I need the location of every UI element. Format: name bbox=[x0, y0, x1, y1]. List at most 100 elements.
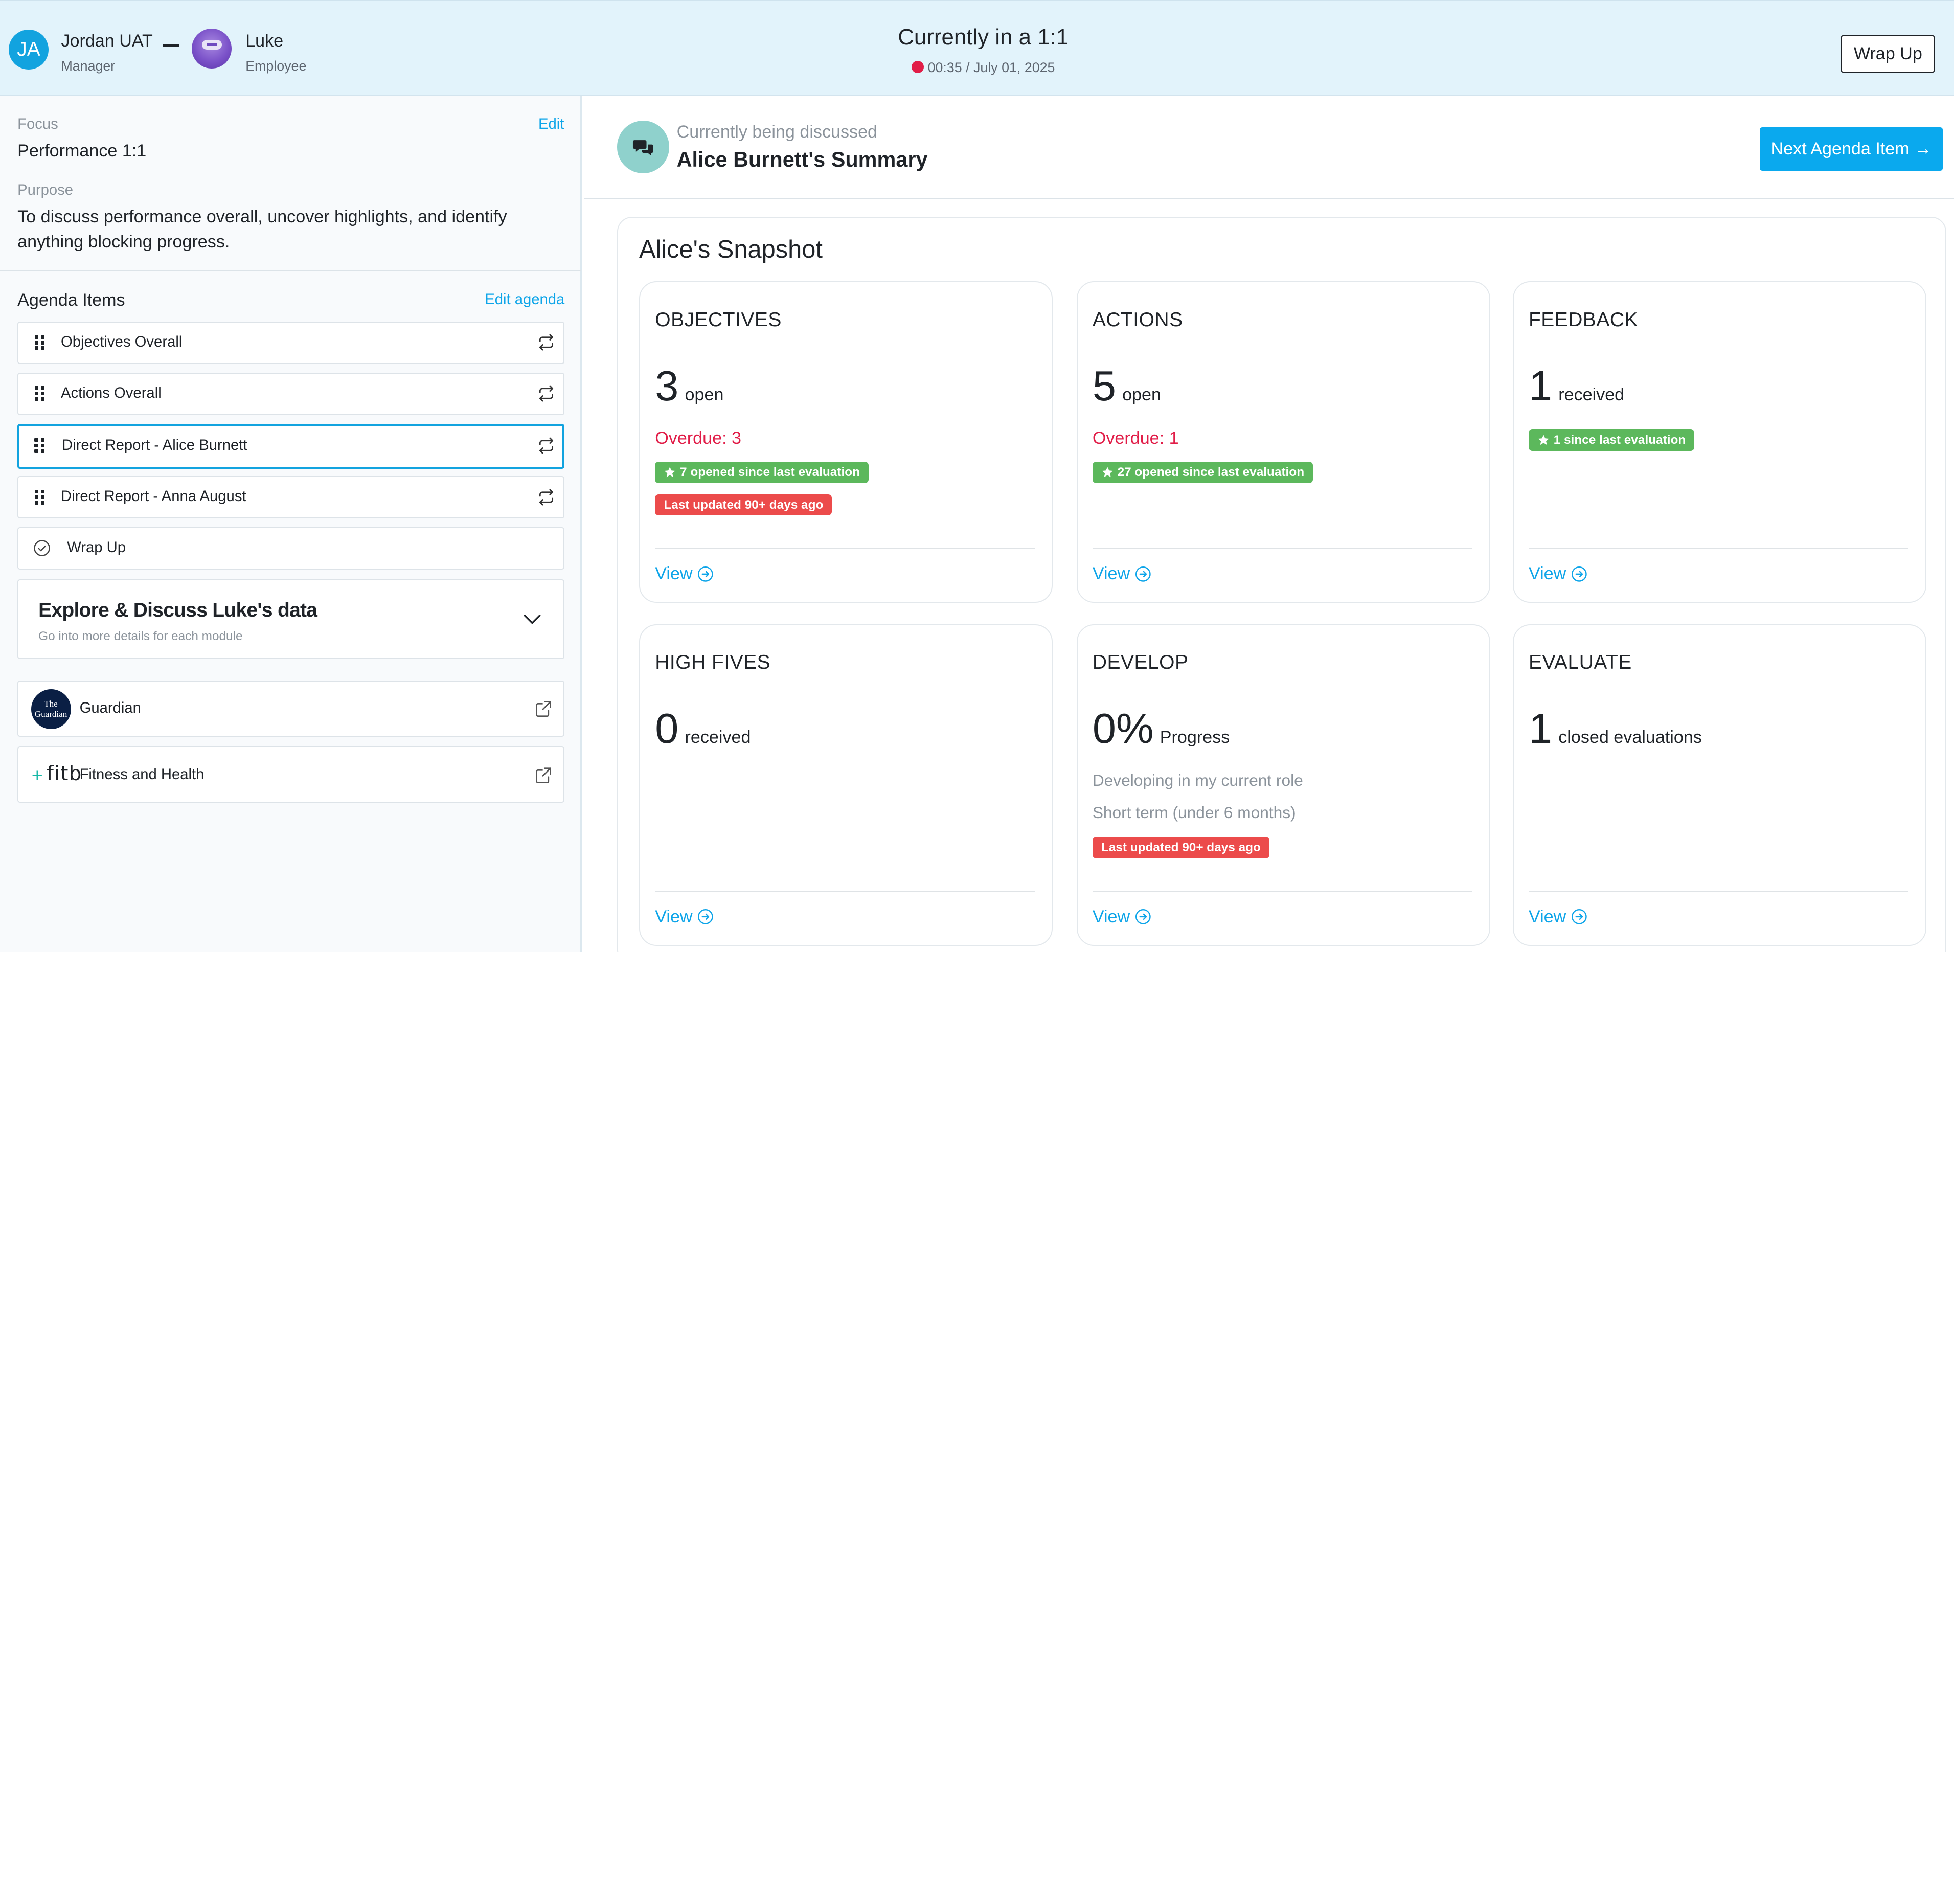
agenda-item-label: Direct Report - Alice Burnett bbox=[62, 437, 247, 454]
badge-text: Last updated 90+ days ago bbox=[1101, 840, 1261, 854]
overdue-text: Overdue: 3 bbox=[655, 428, 741, 448]
discussing-label: Currently being discussed bbox=[676, 122, 878, 142]
integration-fitness-health[interactable]: + fitb Fitness and Health bbox=[17, 746, 565, 803]
agenda-item-objectives-overall[interactable]: Objectives Overall bbox=[17, 321, 565, 364]
recording-dot-icon bbox=[911, 60, 924, 73]
discussion-header: Currently being discussed Alice Burnett'… bbox=[584, 96, 1954, 199]
card-divider bbox=[655, 890, 1035, 892]
drag-handle-icon[interactable] bbox=[34, 386, 46, 401]
objectives-count: 3 open bbox=[655, 361, 723, 420]
agenda-item-actions-overall[interactable]: Actions Overall bbox=[17, 372, 565, 415]
focus-value: Performance 1:1 bbox=[17, 141, 147, 161]
integration-label: Guardian bbox=[79, 700, 141, 717]
agenda-item-label: Objectives Overall bbox=[61, 333, 183, 350]
badge-text: 7 opened since last evaluation bbox=[680, 465, 860, 480]
agenda-item-direct-report-anna-august[interactable]: Direct Report - Anna August bbox=[17, 476, 565, 518]
integration-guardian[interactable]: The Guardian Guardian bbox=[17, 680, 565, 737]
purpose-label: Purpose bbox=[17, 182, 74, 198]
card-unit: open bbox=[685, 385, 724, 404]
focus-label: Focus bbox=[17, 116, 58, 132]
card-unit: closed evaluations bbox=[1558, 728, 1702, 747]
check-circle-icon bbox=[34, 540, 51, 556]
snapshot-title: Alice's Snapshot bbox=[639, 236, 823, 264]
card-unit: received bbox=[1558, 385, 1625, 404]
cycle-icon[interactable] bbox=[536, 487, 556, 507]
view-label: View bbox=[1528, 906, 1566, 926]
card-value: 3 bbox=[655, 362, 679, 410]
arrow-circle-right-icon bbox=[1135, 909, 1151, 924]
actions-count: 5 open bbox=[1093, 361, 1161, 420]
view-label: View bbox=[1092, 906, 1130, 926]
app-canvas: JA Jordan UAT Manager Luke Employee Curr… bbox=[0, 0, 1954, 953]
explore-title: Explore & Discuss Luke's data bbox=[38, 599, 317, 621]
arrow-circle-right-icon bbox=[698, 566, 714, 582]
edit-focus-link[interactable]: Edit bbox=[538, 116, 564, 132]
chevron-down-icon[interactable] bbox=[524, 613, 541, 625]
cycle-icon[interactable] bbox=[536, 332, 556, 352]
develop-progress: 0% Progress bbox=[1093, 704, 1230, 763]
card-divider bbox=[1092, 548, 1473, 550]
view-evaluate-link[interactable]: View bbox=[1529, 907, 1587, 927]
agenda-heading: Agenda Items bbox=[17, 290, 125, 310]
arrow-circle-right-icon bbox=[1135, 566, 1151, 582]
card-unit: Progress bbox=[1160, 728, 1230, 747]
high-fives-count: 0 received bbox=[655, 704, 751, 763]
view-label: View bbox=[655, 906, 693, 926]
high-fives-card: HIGH FIVES 0 received View bbox=[639, 624, 1053, 946]
discussing-title: Alice Burnett's Summary bbox=[676, 147, 928, 171]
view-develop-link[interactable]: View bbox=[1093, 907, 1151, 927]
card-title: OBJECTIVES bbox=[655, 308, 782, 331]
card-title: ACTIONS bbox=[1092, 308, 1183, 331]
manager-role: Manager bbox=[61, 58, 116, 74]
session-time-text: 00:35 / July 01, 2025 bbox=[927, 59, 1055, 75]
agenda-item-label: Wrap Up bbox=[67, 539, 126, 556]
agenda-item-direct-report-alice-burnett[interactable]: Direct Report - Alice Burnett bbox=[17, 423, 565, 469]
drag-handle-icon[interactable] bbox=[34, 489, 46, 505]
objectives-card: OBJECTIVES 3 open Overdue: 3 7 opened sin… bbox=[639, 281, 1053, 603]
external-link-icon[interactable] bbox=[535, 766, 552, 784]
next-agenda-item-button[interactable]: Next Agenda Item → bbox=[1759, 127, 1943, 171]
view-label: View bbox=[655, 564, 693, 584]
actions-card: ACTIONS 5 open Overdue: 1 27 opened since… bbox=[1076, 281, 1490, 603]
agenda-item-label: Direct Report - Anna August bbox=[61, 488, 246, 505]
card-divider bbox=[1528, 890, 1909, 892]
manager-avatar: JA bbox=[9, 30, 49, 70]
explore-discuss-panel[interactable]: Explore & Discuss Luke's data Go into mo… bbox=[17, 579, 565, 660]
purpose-value: To discuss performance overall, uncover … bbox=[17, 207, 507, 252]
session-timer: 00:35 / July 01, 2025 bbox=[0, 60, 1954, 76]
sidebar-divider bbox=[0, 270, 581, 272]
feedback-count: 1 received bbox=[1529, 361, 1624, 420]
drag-handle-icon[interactable] bbox=[34, 335, 46, 350]
external-link-icon[interactable] bbox=[535, 700, 552, 717]
view-feedback-link[interactable]: View bbox=[1529, 564, 1587, 584]
star-icon bbox=[1102, 467, 1113, 478]
view-label: View bbox=[1528, 564, 1566, 584]
employee-name: Luke bbox=[245, 31, 284, 51]
wrap-up-button[interactable]: Wrap Up bbox=[1841, 34, 1936, 74]
evaluate-count: 1 closed evaluations bbox=[1529, 704, 1702, 763]
card-value: 1 bbox=[1528, 705, 1553, 753]
arrow-circle-right-icon bbox=[1571, 566, 1587, 582]
card-title: EVALUATE bbox=[1528, 651, 1632, 673]
star-icon bbox=[1538, 435, 1549, 445]
agenda-item-wrap-up[interactable]: Wrap Up bbox=[17, 527, 565, 570]
cycle-icon[interactable] bbox=[536, 436, 556, 456]
employee-avatar bbox=[192, 28, 232, 69]
manager-initials: JA bbox=[17, 38, 40, 61]
card-title: HIGH FIVES bbox=[655, 651, 771, 673]
fitb-logo-text: fitb bbox=[47, 762, 82, 786]
drag-handle-icon[interactable] bbox=[34, 438, 46, 454]
cycle-icon[interactable] bbox=[536, 383, 556, 403]
view-high-fives-link[interactable]: View bbox=[655, 907, 714, 927]
last-updated-badge: Last updated 90+ days ago bbox=[655, 494, 832, 516]
develop-card: DEVELOP 0% Progress Developing in my curr… bbox=[1076, 624, 1490, 946]
card-value: 0% bbox=[1092, 705, 1154, 753]
explore-subtitle: Go into more details for each module bbox=[38, 629, 243, 643]
guardian-logo-text: The Guardian bbox=[34, 699, 67, 719]
fitb-logo: + fitb bbox=[31, 762, 82, 785]
view-actions-link[interactable]: View bbox=[1093, 564, 1151, 584]
view-objectives-link[interactable]: View bbox=[655, 564, 714, 584]
edit-agenda-link[interactable]: Edit agenda bbox=[485, 291, 565, 308]
evaluate-card: EVALUATE 1 closed evaluations View bbox=[1512, 624, 1926, 946]
session-header: JA Jordan UAT Manager Luke Employee Curr… bbox=[0, 0, 1954, 96]
